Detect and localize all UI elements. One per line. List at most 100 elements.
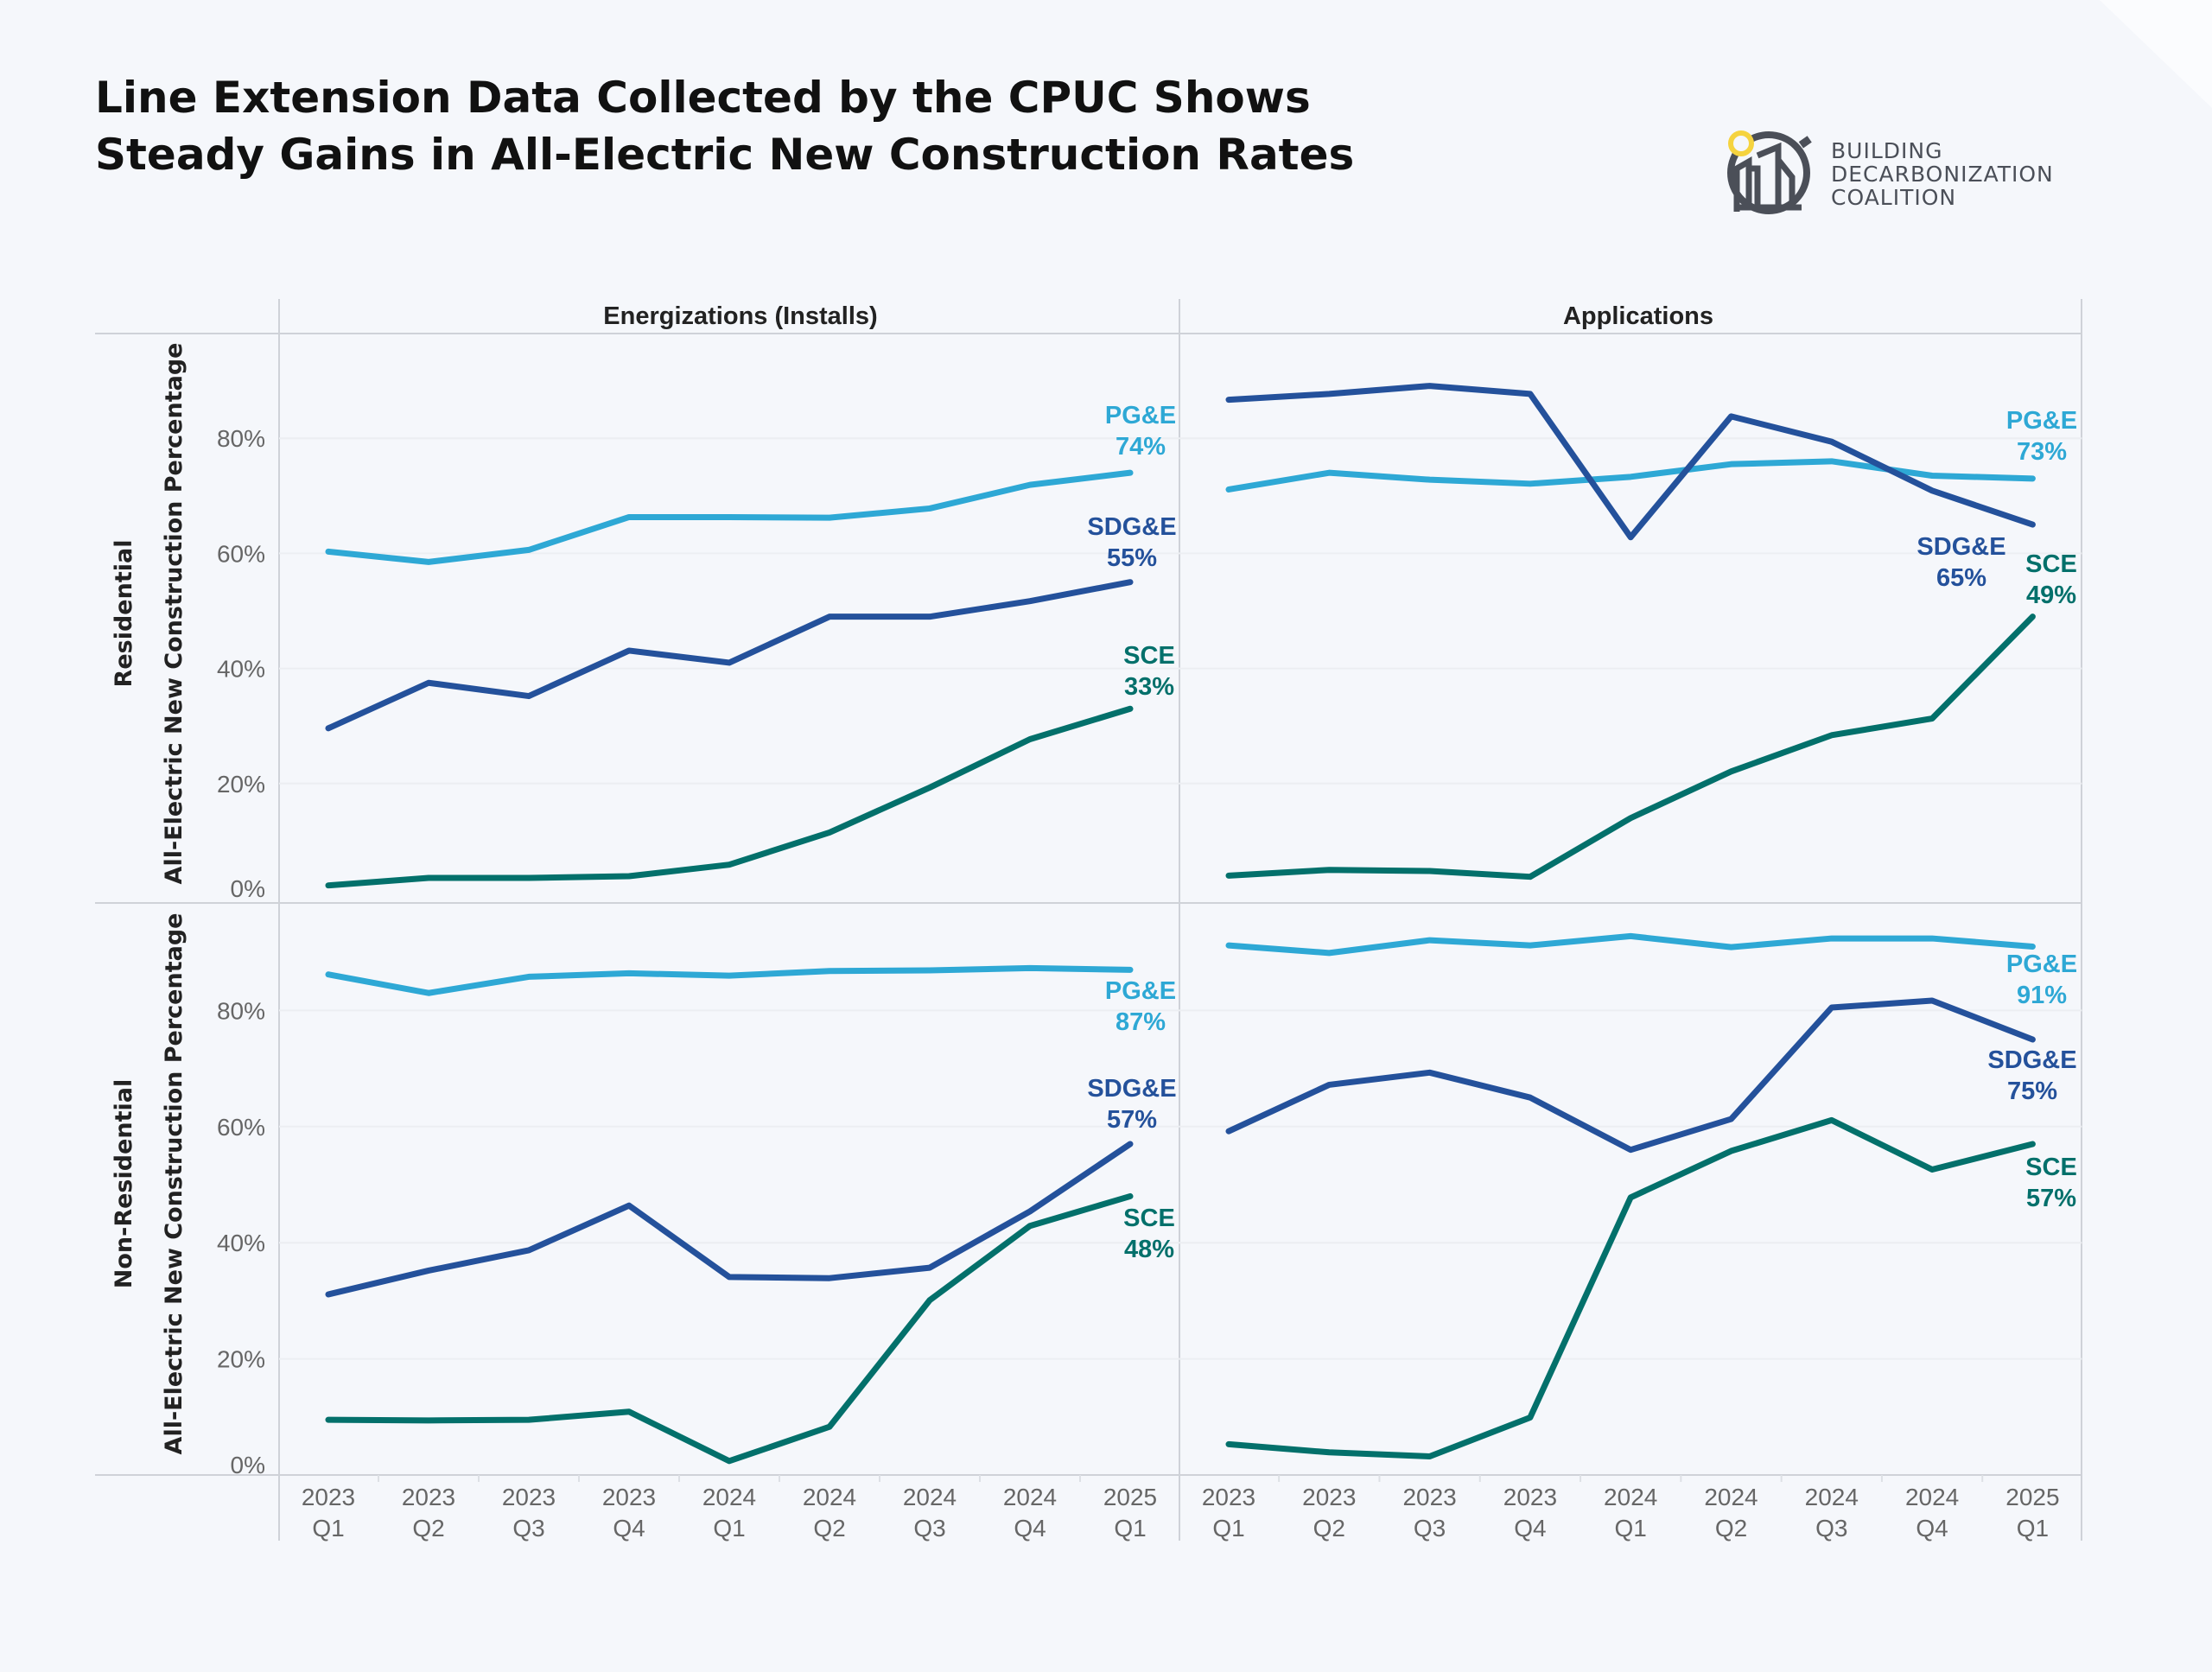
series-label-name: SCE [1123, 642, 1175, 670]
logo: BUILDING DECARBONIZATION COALITION [1727, 130, 2054, 214]
x-tick-label-year: 2023 [602, 1484, 656, 1510]
row-label-residential: Residential [111, 540, 137, 688]
series-label-name: PG&E [2006, 950, 2077, 978]
series-label-name: PG&E [1105, 977, 1176, 1005]
x-tick-label-year: 2024 [803, 1484, 856, 1510]
x-tick-label-quarter: Q3 [1815, 1515, 1847, 1542]
x-tick-label-quarter: Q3 [512, 1515, 544, 1542]
series-line-pgande [325, 964, 1134, 996]
x-tick-label-quarter: Q2 [412, 1515, 444, 1542]
logo-icon [1727, 130, 1812, 214]
series-label-value: 91% [2017, 982, 2067, 1009]
series-label-name: SDG&E [1087, 1075, 1176, 1103]
x-tick-label-year: 2023 [1302, 1484, 1356, 1510]
y-tick-label: 80% [217, 425, 265, 452]
x-tick-label-year: 2024 [1604, 1484, 1657, 1510]
x-tick-label-quarter: Q4 [613, 1515, 645, 1542]
series-label-name: SDG&E [1987, 1046, 2076, 1074]
x-tick-label-year: 2024 [1003, 1484, 1057, 1510]
panel-3: 0% 20% 40% 60% 80% 2023 Q1 2023 Q2 2023 Q3 2023 Q4 20… [217, 964, 1179, 1542]
x-tick-label-year: 2023 [502, 1484, 556, 1510]
series-label-value: 55% [1107, 544, 1157, 572]
series-label-name: SCE [2025, 1154, 2077, 1181]
x-tick-label-quarter: Q4 [1514, 1515, 1546, 1542]
row-label-non-residential: Non-Residential [111, 1079, 137, 1289]
y-tick-label: 60% [217, 1114, 265, 1141]
y-tick-label: 80% [217, 997, 265, 1024]
x-tick-label-year: 2023 [1503, 1484, 1557, 1510]
x-tick-label-year: 2024 [903, 1484, 957, 1510]
series-line-sdgande [1225, 997, 2036, 1154]
facet-header-energizations: Energizations (Installs) [603, 302, 877, 330]
y-tick-label: 0% [231, 875, 265, 902]
x-tick-label-quarter: Q1 [2017, 1515, 2049, 1542]
series-line-sdgande [325, 1141, 1134, 1298]
x-tick-label-quarter: Q3 [1414, 1515, 1446, 1542]
series-label-value: 73% [2017, 438, 2067, 466]
x-tick-label-quarter: Q1 [312, 1515, 344, 1542]
x-tick-label-year: 2023 [1202, 1484, 1255, 1510]
series-label-value: 74% [1116, 433, 1166, 461]
sun-icon [1728, 130, 1754, 156]
series-line-pgande [1225, 458, 2036, 493]
y-tick-label: 20% [217, 1346, 265, 1373]
y-axis-label-residential: All-Electric New Construction Percentage [161, 343, 188, 885]
series-label-name: SDG&E [1087, 513, 1176, 541]
x-tick-label-quarter: Q2 [1715, 1515, 1747, 1542]
y-tick-label: 40% [217, 656, 265, 683]
panel-4: 2023 Q1 2023 Q2 2023 Q3 2023 Q4 2024 Q1 2024 Q2 2024… [1179, 932, 2082, 1542]
logo-text-line-1: BUILDING [1831, 138, 1942, 163]
series-label-name: PG&E [2006, 407, 2077, 435]
facet-frame [95, 299, 2082, 1541]
series-line-pgande [325, 469, 1134, 565]
x-tick-label-quarter: Q3 [913, 1515, 945, 1542]
x-tick-label-year: 2023 [1402, 1484, 1456, 1510]
series-label-name: SCE [1123, 1205, 1175, 1232]
y-axis-label-non-residential: All-Electric New Construction Percentage [161, 913, 188, 1455]
series-line-pgande [1225, 932, 2036, 957]
series-label-value: 57% [1107, 1106, 1157, 1134]
title-line-2: Steady Gains in All-Electric New Constru… [95, 130, 1354, 180]
series-line-sce [325, 705, 1134, 889]
y-tick-label: 20% [217, 771, 265, 798]
series-label-value: 65% [1936, 564, 1986, 592]
panel-1: 0% 20% 40% 60% 80% PG&E 74% SDG&E 55% SCE 33% [217, 402, 1179, 902]
x-tick-label-year: 2025 [1103, 1484, 1157, 1510]
series-line-sdgande [325, 579, 1134, 732]
x-tick-label-quarter: Q2 [813, 1515, 845, 1542]
title-line-1: Line Extension Data Collected by the CPU… [95, 73, 1311, 123]
series-label-value: 75% [2007, 1078, 2057, 1105]
series-line-sce [1225, 1116, 2036, 1459]
x-tick-label-quarter: Q1 [1114, 1515, 1146, 1542]
series-label-value: 49% [2026, 582, 2076, 609]
series-label-value: 33% [1124, 673, 1174, 701]
x-tick-label-year: 2024 [1704, 1484, 1758, 1510]
series-label-name: SCE [2025, 550, 2077, 578]
y-tick-label: 0% [231, 1452, 265, 1478]
logo-text-line-2: DECARBONIZATION [1831, 162, 2054, 187]
x-tick-label-quarter: Q4 [1014, 1515, 1046, 1542]
series-label-name: SDG&E [1916, 533, 2005, 561]
series-label-value: 48% [1124, 1236, 1174, 1263]
x-tick-label-year: 2023 [402, 1484, 455, 1510]
series-line-sdgande [1225, 383, 2036, 541]
series-line-sce [1225, 613, 2036, 881]
series-label-value: 87% [1116, 1008, 1166, 1036]
facet-header-applications: Applications [1563, 302, 1713, 330]
series-line-sce [325, 1192, 1134, 1465]
x-tick-label-year: 2024 [1805, 1484, 1859, 1510]
x-tick-label-quarter: Q1 [713, 1515, 745, 1542]
series-label-value: 57% [2026, 1185, 2076, 1212]
x-tick-label-quarter: Q4 [1916, 1515, 1948, 1542]
logo-text-line-3: COALITION [1831, 185, 1956, 210]
x-tick-label-year: 2024 [702, 1484, 756, 1510]
x-tick-label-quarter: Q1 [1615, 1515, 1647, 1542]
y-tick-label: 60% [217, 540, 265, 567]
x-tick-label-year: 2025 [2005, 1484, 2059, 1510]
x-tick-label-year: 2023 [302, 1484, 355, 1510]
series-label-name: PG&E [1105, 402, 1176, 429]
y-tick-label: 40% [217, 1230, 265, 1256]
panel-2: PG&E 73% SDG&E 65% SCE 49% [1179, 383, 2082, 881]
plot-area: 0% 20% 40% 60% 80% PG&E 74% SDG&E 55% SCE 33% PG&E 7… [217, 383, 2082, 1542]
